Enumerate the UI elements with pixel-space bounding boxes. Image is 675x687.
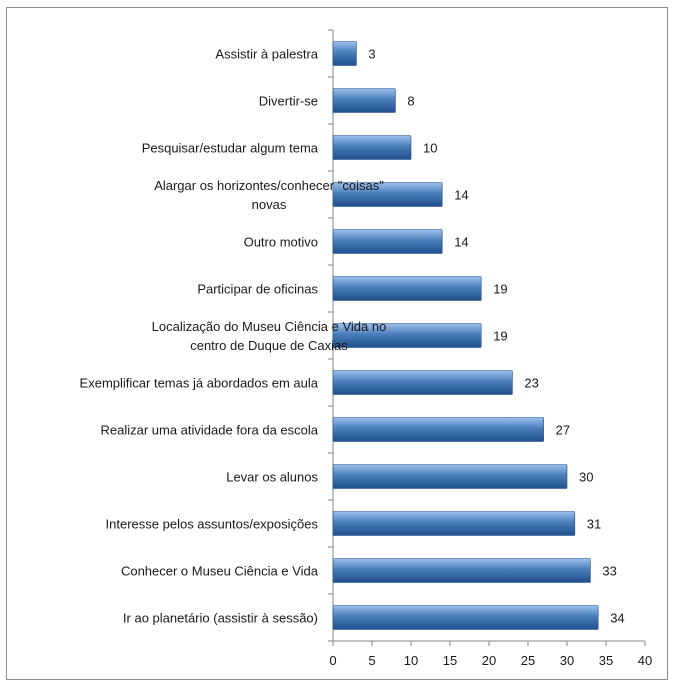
- category-label-line: Assistir à palestra: [215, 47, 318, 62]
- bar: [332, 323, 482, 348]
- category-label-line: Exemplificar temas já abordados em aula: [80, 376, 319, 391]
- data-label: 14: [454, 235, 468, 250]
- category-label-line: Interesse pelos assuntos/exposições: [106, 517, 319, 532]
- bar: [332, 182, 443, 207]
- category-label-line: Alargar os horizontes/conhecer "coisas": [154, 178, 384, 193]
- category-label: Alargar os horizontes/conhecer "coisas" n…: [154, 178, 384, 212]
- category-label: Realizar uma atividade fora da escola: [100, 423, 318, 438]
- category-label-line: Localização do Museu Ciência e Vida no: [152, 319, 387, 334]
- category-label: Levar os alunos: [226, 470, 318, 485]
- bar: [332, 605, 599, 630]
- data-label: 34: [610, 611, 624, 626]
- x-tick-label: 40: [638, 653, 652, 668]
- x-tick-label: 30: [560, 653, 574, 668]
- bar: [332, 276, 482, 301]
- category-label-line: novas: [252, 197, 287, 212]
- category-label-line: Participar de oficinas: [197, 282, 318, 297]
- data-label: 10: [423, 141, 437, 156]
- category-label: Interesse pelos assuntos/exposições: [106, 517, 319, 532]
- bar: [332, 464, 568, 489]
- category-label: Pesquisar/estudar algum tema: [142, 141, 319, 156]
- data-label: 8: [407, 94, 414, 109]
- plot-area: 0 5 10 15 20 25 30 35 40 3 Assistir à palestra 8 Div…: [80, 29, 652, 668]
- x-tick-label: 20: [482, 653, 496, 668]
- bar: [332, 88, 396, 113]
- category-label-line: Pesquisar/estudar algum tema: [142, 141, 319, 156]
- category-label-line: Divertir-se: [259, 94, 318, 109]
- category-label-line: Levar os alunos: [226, 470, 318, 485]
- category-label: Conhecer o Museu Ciência e Vida: [121, 564, 319, 579]
- data-label: 23: [524, 376, 538, 391]
- data-label: 19: [493, 282, 507, 297]
- bar: [332, 41, 357, 66]
- data-label: 14: [454, 188, 468, 203]
- category-label-line: Outro motivo: [244, 235, 318, 250]
- category-label-line: Realizar uma atividade fora da escola: [100, 423, 318, 438]
- x-tick-label: 10: [404, 653, 418, 668]
- category-label: Outro motivo: [244, 235, 318, 250]
- x-tick-label: 25: [521, 653, 535, 668]
- data-label: 27: [556, 423, 570, 438]
- bar: [332, 511, 576, 536]
- bar: [332, 370, 513, 395]
- data-label: 31: [587, 517, 601, 532]
- category-label-line: centro de Duque de Caxias: [190, 338, 348, 353]
- category-label: Divertir-se: [259, 94, 318, 109]
- category-label: Participar de oficinas: [197, 282, 318, 297]
- data-label: 3: [368, 47, 375, 62]
- bar: [332, 558, 591, 583]
- bar: [332, 229, 443, 254]
- category-label-line: Ir ao planetário (assistir à sessão): [123, 611, 318, 626]
- data-label: 33: [602, 564, 616, 579]
- x-tick-label: 5: [368, 653, 375, 668]
- data-label: 30: [579, 470, 593, 485]
- category-label-line: Conhecer o Museu Ciência e Vida: [121, 564, 319, 579]
- x-tick-label: 0: [329, 653, 336, 668]
- data-label: 19: [493, 329, 507, 344]
- x-tick-label: 15: [443, 653, 457, 668]
- category-label: Exemplificar temas já abordados em aula: [80, 376, 319, 391]
- category-label: Localização do Museu Ciência e Vida no ce…: [152, 319, 387, 353]
- bar: [332, 417, 544, 442]
- bar: [332, 135, 412, 160]
- category-label: Assistir à palestra: [215, 47, 318, 62]
- x-tick-label: 35: [599, 653, 613, 668]
- category-label: Ir ao planetário (assistir à sessão): [123, 611, 318, 626]
